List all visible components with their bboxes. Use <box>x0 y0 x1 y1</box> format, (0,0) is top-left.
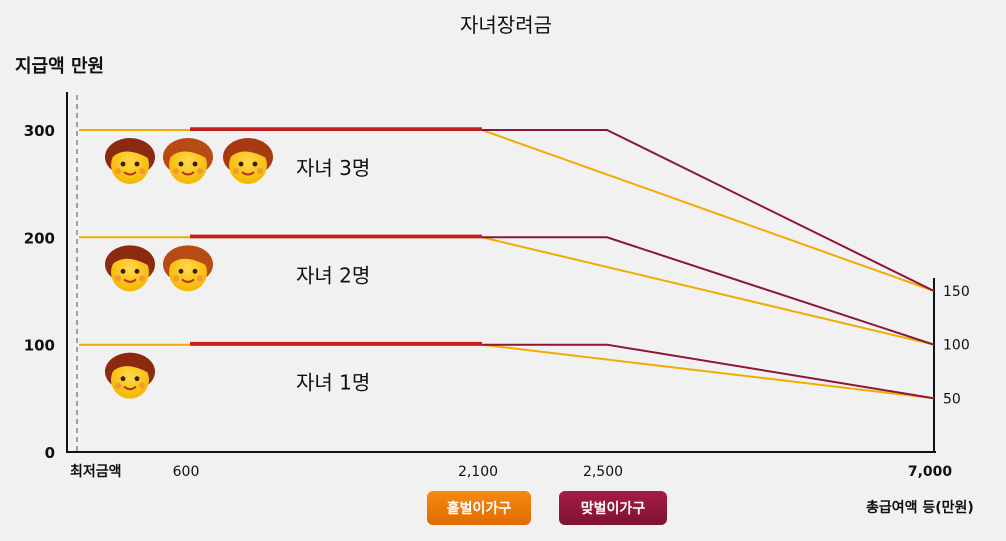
right-tick-label: 50 <box>943 391 961 407</box>
x-tick-minimum: 최저금액 <box>70 463 122 480</box>
y-tick-label: 300 <box>24 122 55 140</box>
dual-income-line <box>190 236 935 346</box>
child-face-icon <box>163 245 213 292</box>
child-icons <box>105 138 273 399</box>
child-face-icon <box>105 245 155 292</box>
y-ticks: 300 200 100 0 <box>24 122 55 462</box>
chart-title: 자녀장려금 <box>460 13 552 37</box>
x-tick-label: 7,000 <box>908 464 953 480</box>
y-axis-label: 지급액 만원 <box>15 56 104 77</box>
legend-item-dual: 맞벌이가구 <box>559 491 667 525</box>
x-ticks: 최저금액 600 2,100 2,500 7,000 <box>70 463 952 480</box>
child-face-icon <box>105 352 155 399</box>
legend-swatch-single <box>427 491 531 525</box>
legend-label-single: 홑벌이가구 <box>447 500 512 517</box>
y-tick-label: 200 <box>24 229 55 247</box>
legend: 홑벌이가구 맞벌이가구 <box>427 491 667 525</box>
legend-label-dual: 맞벌이가구 <box>581 500 646 517</box>
right-ticks: 150 100 50 <box>943 284 970 407</box>
x-axis-label: 총급여액 등(만원) <box>866 499 974 516</box>
y-tick-label: 0 <box>45 444 55 462</box>
child-face-icon <box>163 138 213 184</box>
right-tick-label: 100 <box>943 338 970 354</box>
legend-swatch-dual <box>559 491 667 525</box>
x-tick-label: 600 <box>173 464 200 480</box>
x-tick-label: 2,500 <box>583 464 623 480</box>
single-income-line <box>79 343 935 400</box>
series-lines <box>79 127 935 400</box>
legend-item-single: 홑벌이가구 <box>427 491 531 525</box>
x-tick-label: 2,100 <box>458 464 498 480</box>
group-label: 자녀 3명 <box>296 156 370 180</box>
child-face-icon <box>105 138 155 184</box>
right-tick-label: 150 <box>943 284 970 300</box>
child-face-icon <box>223 138 273 184</box>
group-label: 자녀 1명 <box>296 371 370 395</box>
y-tick-label: 100 <box>24 337 55 355</box>
group-label: 자녀 2명 <box>296 263 370 287</box>
